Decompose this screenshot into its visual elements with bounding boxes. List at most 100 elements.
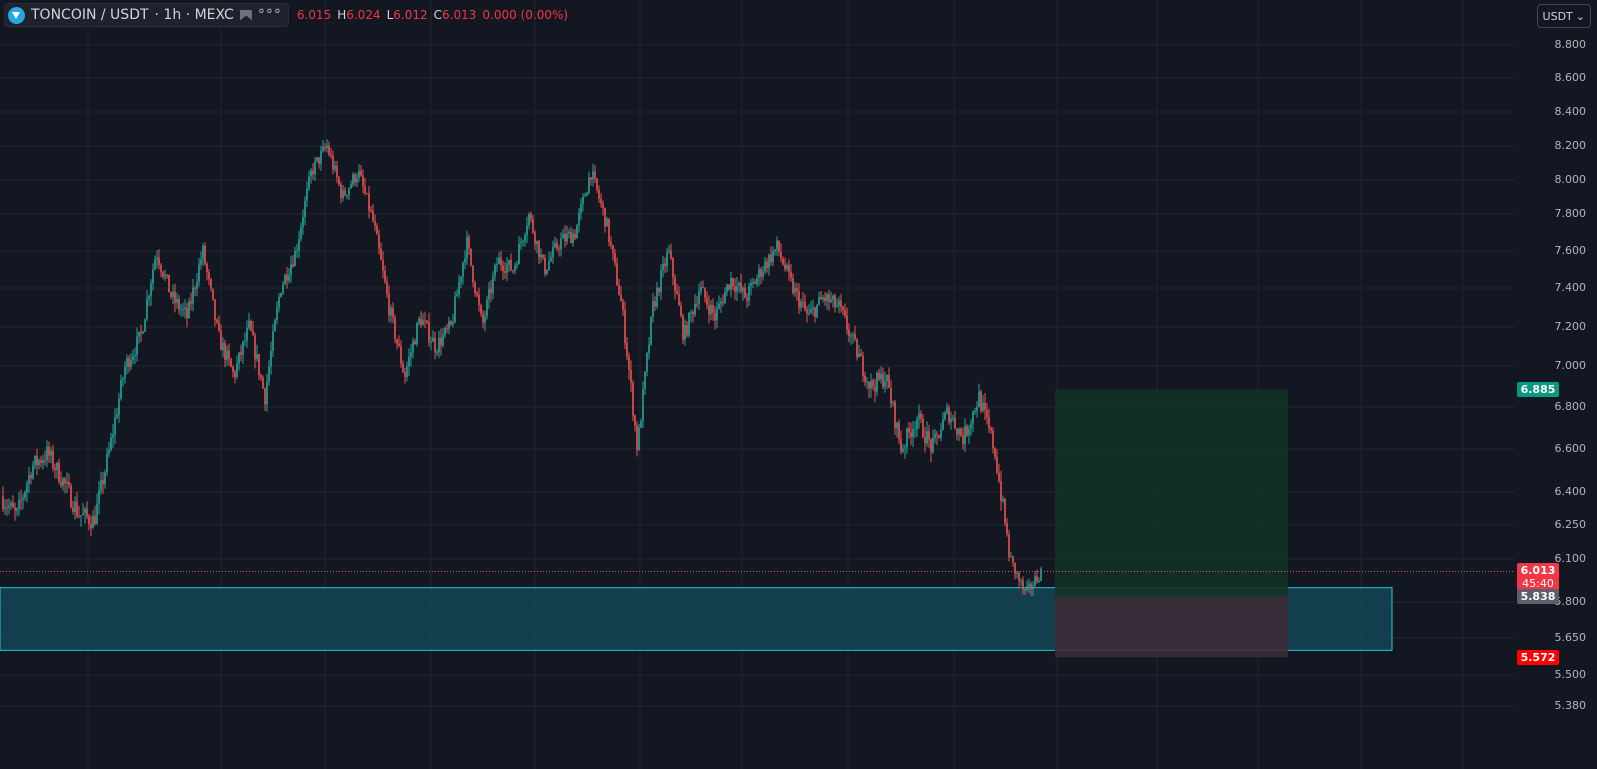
candle-body bbox=[72, 507, 74, 512]
candle-body bbox=[192, 287, 194, 304]
target-price-tag: 6.885 bbox=[1517, 382, 1559, 398]
candle-body bbox=[790, 272, 792, 279]
candle-body bbox=[820, 297, 822, 300]
candle-body bbox=[1002, 499, 1004, 502]
candle-body bbox=[656, 287, 658, 307]
candle-body bbox=[96, 503, 98, 525]
ohlc-value: 0.000 (0.00%) bbox=[482, 8, 569, 22]
candle-body bbox=[486, 299, 488, 317]
candle-body bbox=[994, 448, 996, 457]
candle-body bbox=[484, 316, 486, 323]
candle-body bbox=[904, 447, 906, 449]
candle-body bbox=[66, 481, 68, 484]
candle-body bbox=[954, 417, 956, 429]
candle-body bbox=[38, 460, 40, 466]
candle-body bbox=[2, 496, 4, 509]
candle-body bbox=[300, 226, 302, 239]
long-position-target-zone[interactable] bbox=[1055, 389, 1288, 597]
candle-body bbox=[620, 294, 622, 302]
candle-body bbox=[154, 259, 156, 270]
candle-body bbox=[496, 264, 498, 266]
candle-body bbox=[82, 513, 84, 516]
candle-body bbox=[988, 417, 990, 428]
candle-body bbox=[782, 258, 784, 265]
candle-body bbox=[866, 381, 868, 383]
candle-body bbox=[646, 353, 648, 372]
candle-body bbox=[234, 371, 236, 378]
candle-body bbox=[298, 238, 300, 251]
entry-price: 5.838 bbox=[1520, 590, 1556, 604]
candle-body bbox=[156, 257, 158, 260]
candle-body bbox=[574, 233, 576, 239]
candle-body bbox=[780, 252, 782, 259]
candle-body bbox=[852, 334, 854, 336]
ohlc-item: 6.015 bbox=[297, 8, 331, 22]
symbol-name[interactable]: TONCOIN / USDT bbox=[31, 7, 149, 23]
candle-body bbox=[764, 261, 766, 272]
candle-body bbox=[450, 321, 452, 325]
candle-body bbox=[172, 291, 174, 297]
candle-body bbox=[278, 296, 280, 308]
candle-body bbox=[556, 243, 558, 249]
candle-body bbox=[734, 286, 736, 292]
candle-body bbox=[1014, 562, 1016, 574]
candle-body bbox=[110, 437, 112, 450]
flag-icon[interactable] bbox=[239, 9, 252, 21]
candle-body bbox=[886, 374, 888, 382]
candle-body bbox=[872, 380, 874, 387]
price-axis-label: 6.250 bbox=[1554, 518, 1587, 531]
candle-body bbox=[542, 254, 544, 258]
candle-body bbox=[368, 193, 370, 211]
candle-body bbox=[312, 170, 314, 175]
candle-body bbox=[586, 192, 588, 196]
candle-body bbox=[206, 263, 208, 273]
candle-body bbox=[784, 264, 786, 270]
candle-body bbox=[502, 265, 504, 272]
candle-body bbox=[624, 310, 626, 343]
candle-body bbox=[202, 245, 204, 260]
interval-exchange[interactable]: · 1h · MEXC bbox=[154, 7, 234, 23]
candle-body bbox=[366, 193, 368, 195]
candle-body bbox=[276, 307, 278, 321]
candle-body bbox=[136, 336, 138, 355]
candle-body bbox=[930, 439, 932, 452]
candle-body bbox=[832, 295, 834, 300]
candle-body bbox=[434, 337, 436, 353]
candle-body bbox=[638, 427, 640, 450]
candle-body bbox=[384, 270, 386, 282]
candle-body bbox=[846, 315, 848, 330]
candle-body bbox=[134, 354, 136, 356]
candle-body bbox=[236, 363, 238, 378]
candle-body bbox=[584, 195, 586, 197]
candle-body bbox=[132, 355, 134, 361]
candle-body bbox=[634, 415, 636, 426]
candle-body bbox=[200, 259, 202, 265]
long-position-stop-zone[interactable] bbox=[1055, 596, 1288, 658]
candle-body bbox=[190, 301, 192, 304]
candle-body bbox=[56, 462, 58, 470]
candle-body bbox=[666, 252, 668, 267]
candle-body bbox=[376, 225, 378, 235]
candle-body bbox=[430, 341, 432, 343]
candle-body bbox=[862, 355, 864, 376]
price-axis-label: 6.400 bbox=[1554, 485, 1587, 498]
candle-body bbox=[226, 350, 228, 361]
candle-body bbox=[360, 170, 362, 176]
candle-body bbox=[854, 334, 856, 340]
more-options-icon[interactable]: °°° bbox=[257, 7, 282, 23]
candle-body bbox=[800, 301, 802, 308]
currency-select-button[interactable]: USDT ⌄ bbox=[1536, 4, 1591, 28]
candle-body bbox=[464, 258, 466, 263]
candle-body bbox=[748, 285, 750, 301]
candle-body bbox=[212, 288, 214, 300]
candle-body bbox=[352, 174, 354, 185]
candle-body bbox=[962, 435, 964, 445]
candle-body bbox=[8, 505, 10, 508]
candle-body bbox=[898, 422, 900, 439]
candle-body bbox=[760, 269, 762, 277]
symbol-info[interactable]: TONCOIN / USDT · 1h · MEXC °°° bbox=[4, 3, 289, 27]
candle-body bbox=[534, 232, 536, 245]
candle-body bbox=[858, 353, 860, 358]
candle-body bbox=[260, 375, 262, 378]
